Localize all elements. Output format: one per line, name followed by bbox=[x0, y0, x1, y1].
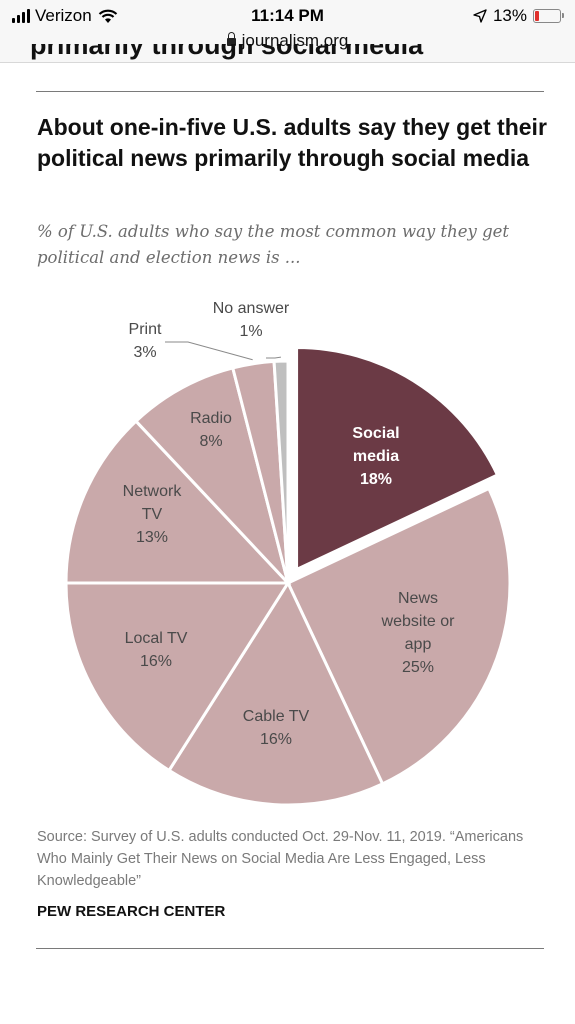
pie-slice-social-media bbox=[295, 345, 500, 572]
chart-subtitle: % of U.S. adults who say the most common… bbox=[37, 222, 510, 267]
previous-heading-cut: primarily through social media bbox=[30, 44, 424, 60]
pie-slice-radio bbox=[133, 366, 290, 585]
bottom-divider bbox=[36, 948, 544, 949]
pie-chart: Social media 18% News website or app 25% Cable … bbox=[64, 300, 512, 807]
pie-slice-cable-tv bbox=[166, 579, 385, 807]
clock: 11:14 PM bbox=[251, 6, 324, 25]
source-note: Source: Survey of U.S. adults conducted … bbox=[37, 829, 524, 889]
signal-icon bbox=[12, 9, 30, 23]
url-text: journalism.org bbox=[241, 31, 349, 50]
pie-slice-local-tv bbox=[64, 581, 291, 773]
slice-label-print: Print 3% bbox=[129, 321, 162, 361]
slice-label-cable-tv: Cable TV 16% bbox=[243, 708, 310, 748]
status-bar: Verizon 11:14 PM 13% journalism.org bbox=[0, 0, 575, 63]
pie-slice-network-tv bbox=[64, 419, 292, 585]
leader-line-no-answer bbox=[266, 356, 281, 359]
lock-icon bbox=[226, 32, 236, 46]
battery-percent: 13% bbox=[492, 6, 527, 25]
slice-label-local-tv: Local TV 16% bbox=[125, 630, 188, 670]
pie-slice-no-answer bbox=[272, 359, 290, 584]
slice-label-radio: Radio 8% bbox=[190, 410, 232, 450]
slice-label-news-website-or-app: News website or app 25% bbox=[381, 590, 456, 676]
location-arrow-icon bbox=[473, 9, 487, 23]
battery-icon bbox=[533, 9, 564, 23]
chart-title: About one-in-five U.S. adults say they g… bbox=[37, 114, 547, 171]
top-divider bbox=[36, 91, 544, 92]
slice-label-social-media: Social media 18% bbox=[352, 425, 399, 488]
carrier-name: Verizon bbox=[35, 6, 92, 25]
slice-label-network-tv: Network TV 13% bbox=[123, 483, 183, 546]
leader-line-print bbox=[165, 341, 253, 361]
organization-credit: PEW RESEARCH CENTER bbox=[37, 903, 226, 920]
carrier-group: Verizon bbox=[12, 6, 118, 26]
battery-group: 13% bbox=[473, 6, 564, 26]
wifi-icon bbox=[98, 9, 117, 23]
pie-slice-news-website-or-app bbox=[286, 486, 512, 786]
slice-label-no-answer: No answer 1% bbox=[213, 300, 290, 340]
address-bar[interactable]: journalism.org bbox=[0, 31, 575, 51]
